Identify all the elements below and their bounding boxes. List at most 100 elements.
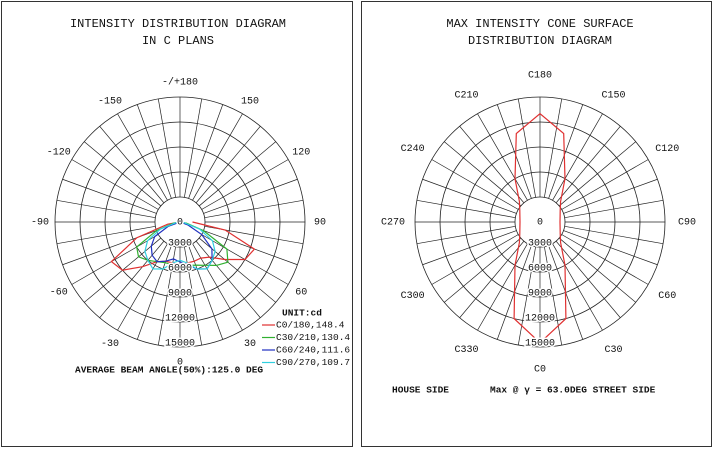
theta-tick-label: 90 <box>314 218 326 229</box>
spoke <box>496 104 532 199</box>
r-tick-label: 3000 <box>168 239 192 250</box>
spoke <box>99 126 165 204</box>
spoke <box>157 98 177 198</box>
r-tick-label: 6000 <box>528 264 552 275</box>
annotation: HOUSE SIDE <box>392 385 449 396</box>
r-tick-label: 0 <box>177 218 183 229</box>
r-tick-label: 12000 <box>525 314 555 325</box>
theta-tick-label: 0 <box>177 358 183 369</box>
left-panel <box>1 1 353 447</box>
spoke <box>563 230 658 266</box>
spoke <box>422 230 517 266</box>
spoke <box>136 104 172 199</box>
spoke <box>543 246 563 346</box>
theta-tick-label: -90 <box>31 218 49 229</box>
spoke <box>192 243 243 331</box>
spoke <box>203 230 298 266</box>
theta-tick-label: 150 <box>241 96 259 107</box>
theta-tick-label: C240 <box>401 144 425 155</box>
spoke <box>117 113 168 201</box>
spoke <box>459 240 525 318</box>
spoke <box>552 113 603 201</box>
r-tick-label: 6000 <box>168 264 192 275</box>
spoke <box>422 178 517 214</box>
spoke <box>71 159 159 210</box>
spoke <box>548 104 584 199</box>
spoke <box>183 98 203 198</box>
theta-tick-label: -150 <box>98 96 122 107</box>
theta-tick-label: C60 <box>658 291 676 302</box>
legend-entry: C0/180,148.4 <box>276 320 345 331</box>
theta-tick-label: -120 <box>47 148 71 159</box>
spoke <box>117 243 168 331</box>
chart-title: MAX INTENSITY CONE SURFACE <box>446 17 633 31</box>
spoke <box>459 126 525 204</box>
theta-tick-label: 30 <box>244 339 256 350</box>
legend-entry: C60/240,111.6 <box>276 345 350 356</box>
spoke <box>195 126 261 204</box>
spoke <box>136 245 172 340</box>
spoke <box>84 141 162 207</box>
r-tick-label: 15000 <box>165 339 195 350</box>
annotation: Max @ γ = 63.0DEG STREET SIDE <box>490 385 656 396</box>
r-tick-label: 3000 <box>528 239 552 250</box>
spoke <box>561 234 649 285</box>
spoke <box>552 243 603 331</box>
spoke <box>444 141 522 207</box>
spoke <box>543 98 563 198</box>
theta-tick-label: 60 <box>295 288 307 299</box>
r-tick-label: 0 <box>537 218 543 229</box>
spoke <box>431 234 519 285</box>
intensity-curve <box>513 112 567 344</box>
spoke <box>561 159 649 210</box>
chart-title: DISTRIBUTION DIAGRAM <box>468 34 612 48</box>
spoke <box>198 141 276 207</box>
theta-tick-label: -/+180 <box>162 77 198 89</box>
spoke <box>477 113 528 201</box>
spoke <box>564 225 664 245</box>
spoke <box>555 240 621 318</box>
theta-tick-label: C270 <box>381 218 405 229</box>
intensity-curve <box>110 221 256 271</box>
r-tick-label: 9000 <box>168 289 192 300</box>
spoke <box>517 98 537 198</box>
theta-tick-label: C0 <box>534 365 546 376</box>
legend-entry: C30/210,130.4 <box>276 332 350 343</box>
spoke <box>477 243 528 331</box>
theta-tick-label: C180 <box>528 71 552 82</box>
chart-title: INTENSITY DISTRIBUTION DIAGRAM <box>70 17 286 31</box>
spoke <box>62 178 157 214</box>
theta-tick-label: -30 <box>101 339 119 350</box>
spoke <box>71 234 159 285</box>
theta-tick-label: C30 <box>604 345 622 356</box>
spoke <box>517 246 537 346</box>
spoke <box>416 225 516 245</box>
right-panel <box>361 1 712 447</box>
theta-tick-label: -60 <box>50 288 68 299</box>
spoke <box>555 126 621 204</box>
spoke <box>195 240 261 318</box>
intensity-curve <box>144 221 216 270</box>
theta-tick-label: 120 <box>292 148 310 159</box>
spoke <box>204 199 304 219</box>
spoke <box>56 199 156 219</box>
spoke <box>564 199 664 219</box>
theta-tick-label: C300 <box>401 291 425 302</box>
spoke <box>558 237 636 303</box>
spoke <box>99 240 165 318</box>
spoke <box>56 225 156 245</box>
legend-unit: UNIT:cd <box>282 308 322 319</box>
r-tick-label: 9000 <box>528 289 552 300</box>
spoke <box>444 237 522 303</box>
intensity-curve <box>136 221 229 267</box>
theta-tick-label: C90 <box>678 218 696 229</box>
spoke <box>431 159 519 210</box>
spoke <box>192 113 243 201</box>
intensity-curve <box>150 221 213 270</box>
r-tick-label: 12000 <box>165 314 195 325</box>
chart-title: IN C PLANS <box>142 34 214 48</box>
theta-tick-label: C150 <box>601 90 625 101</box>
spoke <box>563 178 658 214</box>
spoke <box>416 199 516 219</box>
